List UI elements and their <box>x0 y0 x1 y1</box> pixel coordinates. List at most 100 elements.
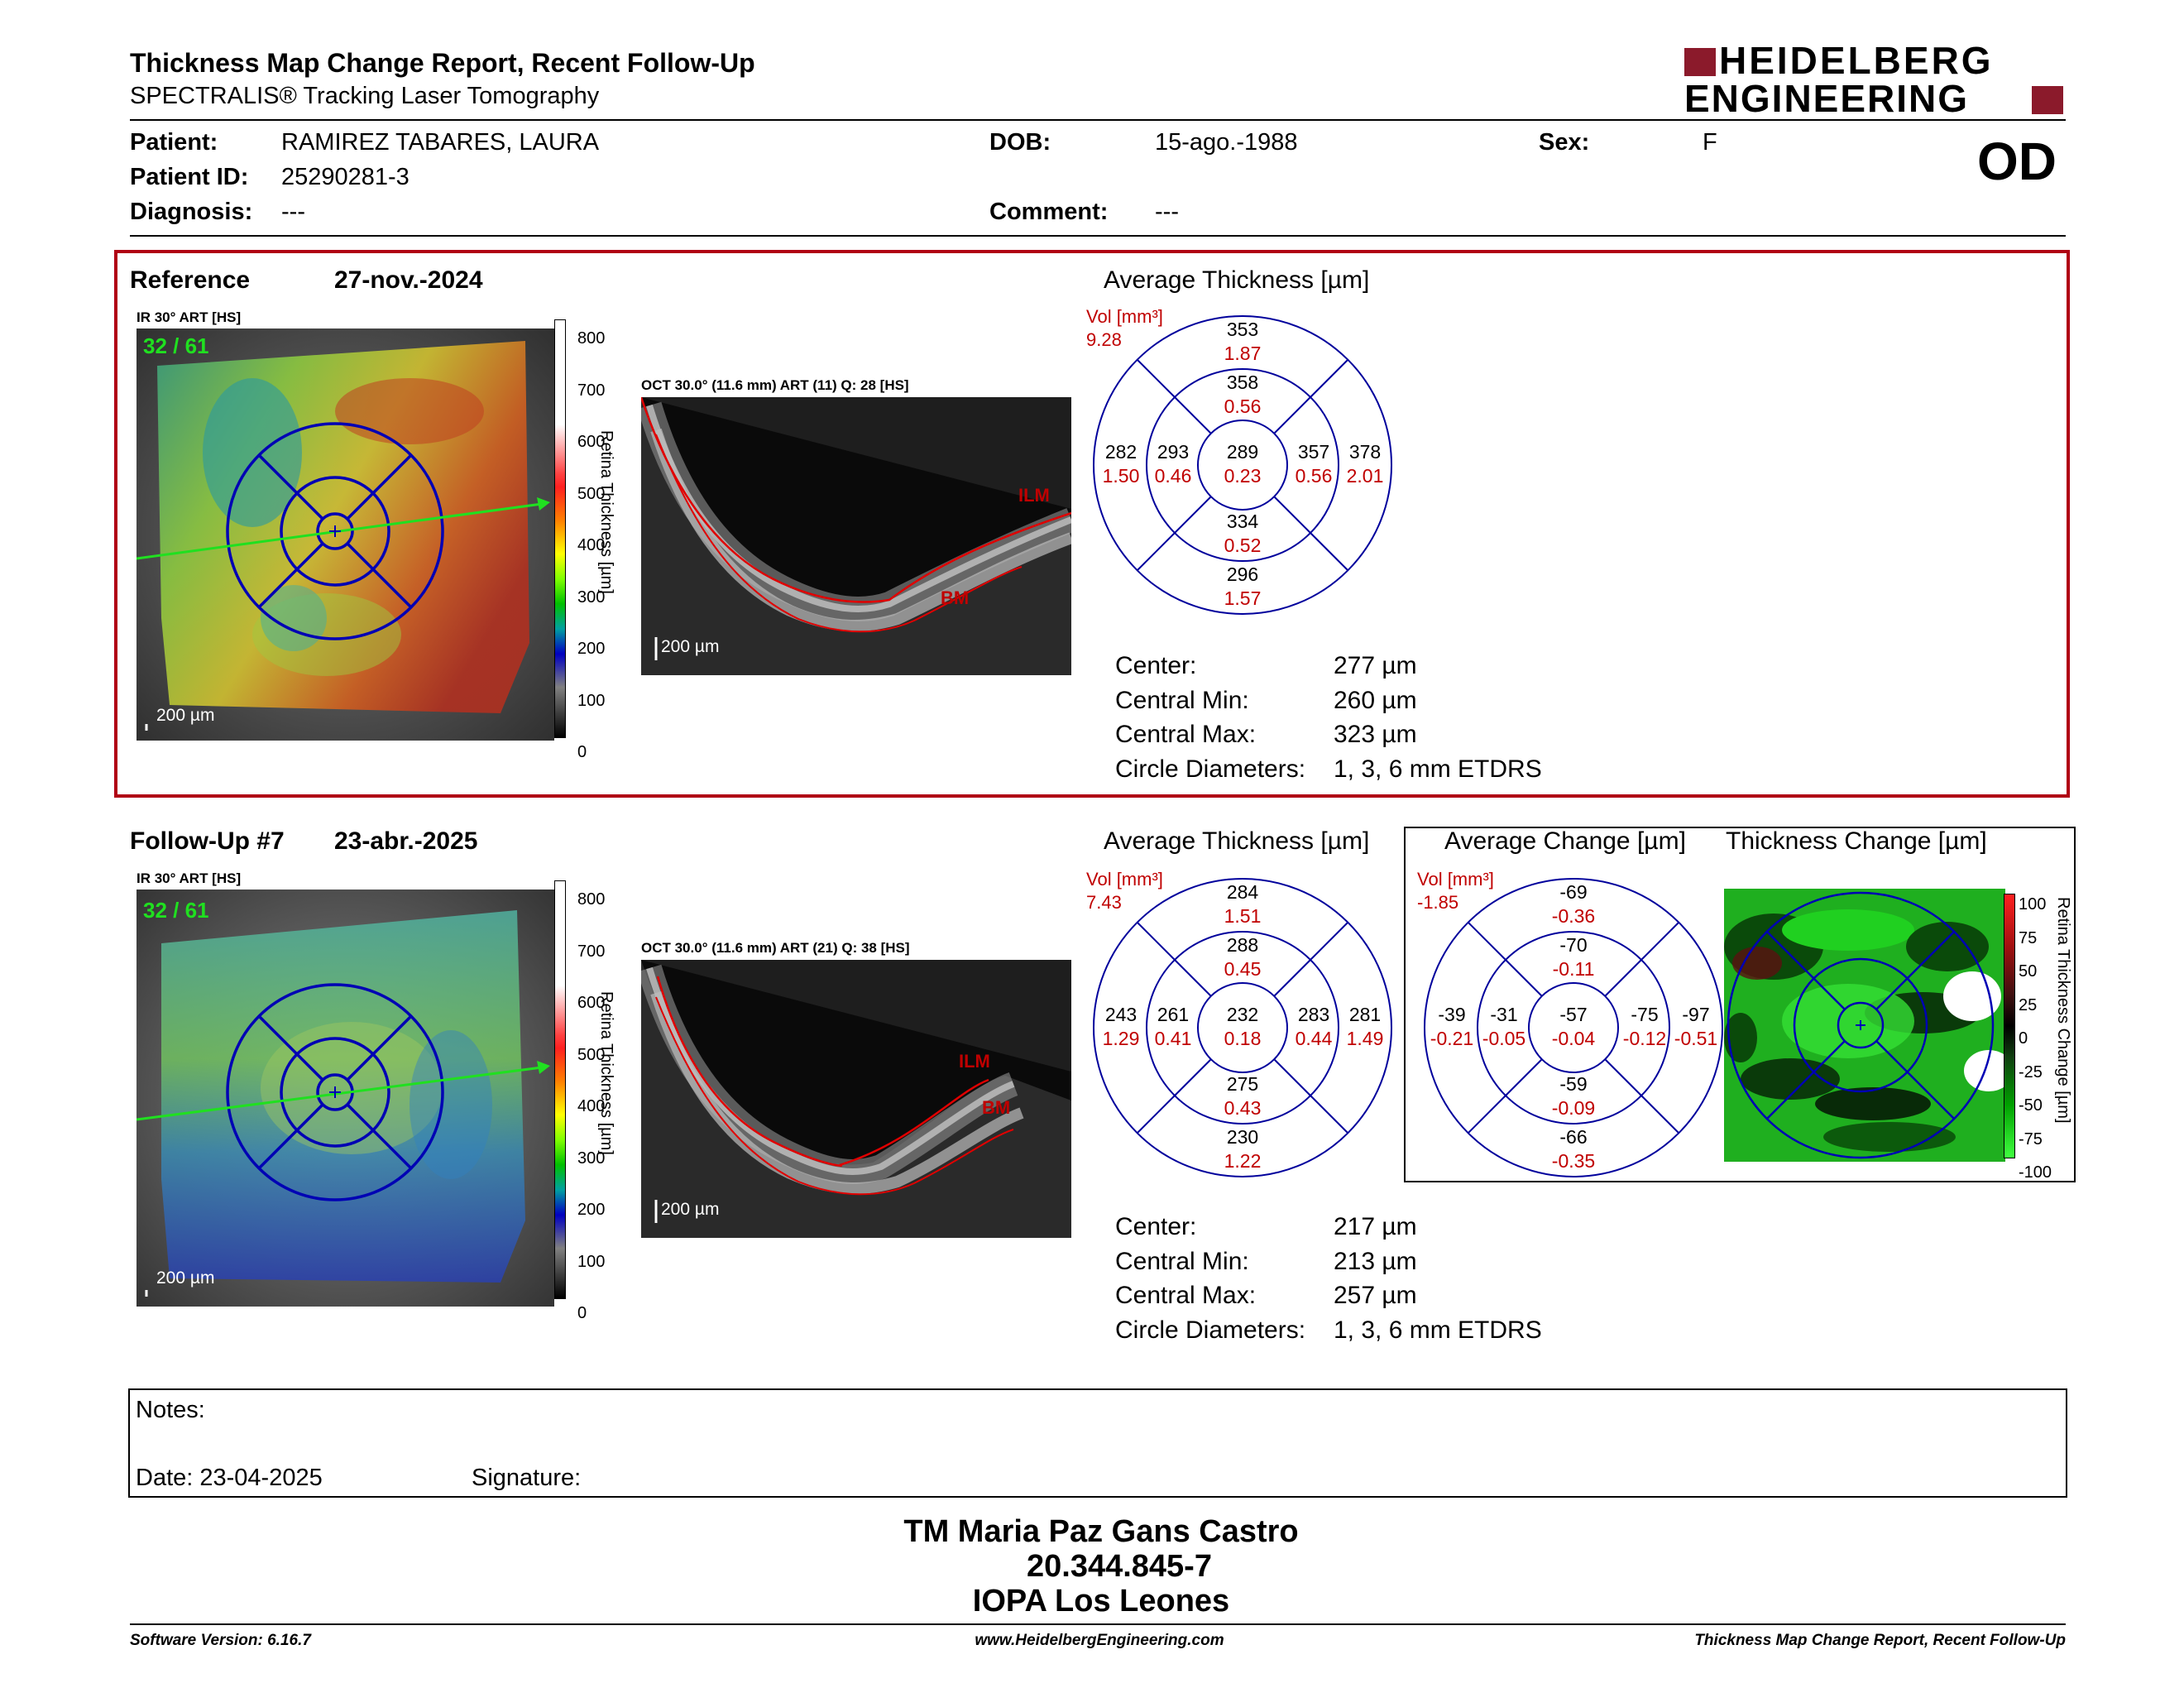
sector-thickness: 230 <box>1226 1126 1259 1148</box>
ref-ir-label: IR 30° ART [HS] <box>136 309 242 325</box>
ref-fundus-scale: 200 µm <box>156 706 215 725</box>
change-colorbar-title: Retina Thickness Change [µm] <box>2054 897 2072 1124</box>
ref-colorbar-gradient <box>554 319 566 738</box>
reference-date: 27-nov.-2024 <box>334 266 483 294</box>
signature-label: Signature: <box>472 1465 582 1491</box>
fu-tick: 200 <box>577 1201 606 1219</box>
sector-volume-change: -0.36 <box>1551 905 1596 927</box>
sector-thickness: 358 <box>1226 372 1259 393</box>
sector-volume: 1.50 <box>1102 465 1140 487</box>
change-colorbar-gradient <box>2004 894 2015 1158</box>
fu-stat-label: Central Max: <box>1115 1282 1257 1309</box>
logo-text-top: HEIDELBERG <box>1719 39 1994 82</box>
sector-thickness: 283 <box>1297 1004 1330 1025</box>
thickness-change-title: Thickness Change [µm] <box>1726 827 1987 855</box>
sector-thickness: 281 <box>1348 1004 1382 1025</box>
sector-thickness-change: -97 <box>1682 1004 1710 1025</box>
sector-thickness: 289 <box>1226 441 1259 463</box>
fu-vol-value: 7.43 <box>1086 892 1122 913</box>
logo-square-bottom <box>2032 86 2063 114</box>
fu-sector-outer-temporal: 243 1.29 <box>1088 1003 1154 1051</box>
ref-bm-label: BM <box>941 587 970 608</box>
fu-ilm-label: ILM <box>959 1051 990 1072</box>
sector-volume: 1.57 <box>1224 587 1262 609</box>
fu-fundus-image: 32 / 61 200 µm <box>136 890 554 1307</box>
ref-sector-outer-nasal: 378 2.01 <box>1332 440 1398 488</box>
change-tick: 0 <box>2019 1029 2028 1048</box>
change-sector-inner-temporal: -31 -0.05 <box>1471 1003 1537 1051</box>
fu-colorbar-ticks: 800 700 600 500 400 300 200 100 0 <box>577 874 605 1340</box>
sector-thickness: 288 <box>1226 934 1259 956</box>
fu-sector-inner-superior: 288 0.45 <box>1209 933 1276 981</box>
diagnosis-label: Diagnosis: <box>130 199 253 225</box>
sector-thickness: 357 <box>1297 441 1330 463</box>
fu-tick: 800 <box>577 890 606 909</box>
fu-sector-outer-superior: 284 1.51 <box>1209 880 1276 928</box>
sector-volume-change: -0.05 <box>1482 1028 1526 1049</box>
dob-value: 15-ago.-1988 <box>1155 129 1298 156</box>
sector-thickness: 293 <box>1157 441 1190 463</box>
ref-tick: 200 <box>577 640 606 658</box>
fu-sector-outer-inferior: 230 1.22 <box>1209 1125 1276 1173</box>
sector-volume: 0.56 <box>1224 396 1262 417</box>
sector-thickness: 243 <box>1104 1004 1138 1025</box>
sector-volume: 0.23 <box>1224 465 1262 487</box>
ref-sector-inner-superior: 358 0.56 <box>1209 371 1276 419</box>
change-sector-outer-superior: -69 -0.36 <box>1540 880 1607 928</box>
ref-tick: 800 <box>577 329 606 348</box>
fu-stat-value: 1, 3, 6 mm ETDRS <box>1334 1316 1542 1344</box>
fu-frame-counter: 32 / 61 <box>143 898 209 923</box>
fu-stats-labels: Center: Central Min: Central Max: Circle… <box>1115 1210 1305 1347</box>
fu-sector-inner-nasal: 283 0.44 <box>1281 1003 1347 1051</box>
ref-vol-value: 9.28 <box>1086 329 1122 350</box>
ref-etdrs-grid <box>1085 308 1400 622</box>
change-sector-center: -57 -0.04 <box>1540 1003 1607 1051</box>
change-tick: -25 <box>2019 1062 2043 1081</box>
sector-volume: 0.46 <box>1154 465 1192 487</box>
patient-name: RAMIREZ TABARES, LAURA <box>281 129 600 156</box>
ref-frame-counter: 32 / 61 <box>143 333 209 358</box>
fu-stat-value: 217 µm <box>1334 1213 1417 1240</box>
change-tick: 50 <box>2019 962 2038 981</box>
ref-tick: 0 <box>577 743 587 761</box>
sector-thickness: 334 <box>1226 511 1259 532</box>
sector-thickness-change: -31 <box>1490 1004 1518 1025</box>
sector-thickness: 232 <box>1226 1004 1259 1025</box>
fu-sector-outer-nasal: 281 1.49 <box>1332 1003 1398 1051</box>
ref-tick: 100 <box>577 691 606 710</box>
notes-date: Date: 23-04-2025 <box>136 1465 323 1491</box>
ref-stats-labels: Center: Central Min: Central Max: Circle… <box>1115 649 1305 786</box>
signer-name: TM Maria Paz Gans Castro <box>903 1514 1299 1549</box>
footer-divider <box>130 1623 2066 1625</box>
reference-box <box>114 250 2070 798</box>
website-link[interactable]: www.HeidelbergEngineering.com <box>975 1632 1224 1649</box>
ref-tick: 500 <box>577 484 606 503</box>
thickness-change-map <box>1724 889 2014 1162</box>
ref-sector-center: 289 0.23 <box>1209 440 1276 488</box>
fu-tick: 600 <box>577 994 606 1012</box>
fu-stat-value: 213 µm <box>1334 1247 1417 1275</box>
fu-colorbar-gradient <box>554 880 566 1299</box>
change-tick: -100 <box>2019 1163 2052 1182</box>
fu-stat-value: 257 µm <box>1334 1282 1417 1309</box>
sector-volume: 2.01 <box>1346 465 1384 487</box>
fu-fundus-scale: 200 µm <box>156 1268 215 1288</box>
sector-volume-change: -0.12 <box>1622 1028 1667 1049</box>
notes-box[interactable] <box>128 1388 2067 1498</box>
reference-label: Reference <box>130 266 251 294</box>
sex-label: Sex: <box>1539 129 1590 156</box>
ref-tick: 400 <box>577 536 606 554</box>
followup-label: Follow-Up #7 <box>130 827 285 855</box>
sector-volume: 0.18 <box>1224 1028 1262 1049</box>
dob-label: DOB: <box>989 129 1051 156</box>
ref-vol-label: Vol [mm³] <box>1086 306 1163 327</box>
change-tick: -50 <box>2019 1096 2043 1115</box>
fu-sector-center: 232 0.18 <box>1209 1003 1276 1051</box>
fu-avg-thickness-title: Average Thickness [µm] <box>1104 827 1370 855</box>
comment-label: Comment: <box>989 199 1109 225</box>
fu-stat-label: Central Min: <box>1115 1247 1249 1275</box>
fu-ir-label: IR 30° ART [HS] <box>136 870 242 886</box>
sector-volume-change: -0.51 <box>1674 1028 1718 1049</box>
ref-stat-value: 323 µm <box>1334 721 1417 748</box>
software-version: Software Version: 6.16.7 <box>130 1632 311 1649</box>
